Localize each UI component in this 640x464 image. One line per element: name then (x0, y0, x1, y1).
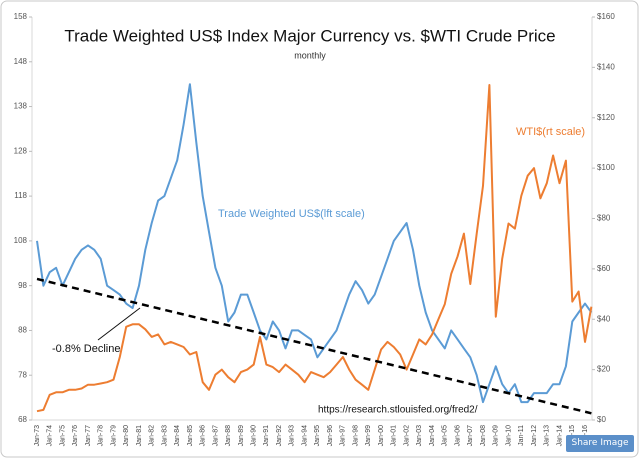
y-tick-label: 128 (14, 146, 28, 155)
x-tick-label: Jan-82 (149, 425, 156, 447)
x-tick-label: Jan-04 (429, 425, 436, 447)
y2-tick-label: $40 (597, 314, 611, 323)
x-tick-label: Jan-90 (250, 425, 257, 447)
y2-tick-label: $80 (597, 214, 611, 223)
x-tick-label: Jan-93 (289, 425, 296, 447)
x-tick-label: Jan-87 (212, 425, 219, 447)
y2-tick-label: $20 (597, 365, 611, 374)
x-tick-label: Jan-88 (225, 425, 232, 447)
x-tick-label: Jan-73 (34, 425, 41, 447)
x-tick-label: Jan-03 (416, 425, 423, 447)
trend-label: -0.8% Decline (52, 343, 120, 355)
x-tick-label: Jan-79 (110, 425, 117, 447)
y2-tick-label: $60 (597, 264, 611, 273)
y-tick-label: 68 (18, 415, 27, 424)
source: https://research.stlouisfed.org/fred2/ (318, 405, 478, 416)
y2-tick-label: $100 (597, 163, 615, 172)
y-tick-label: 138 (14, 102, 28, 111)
x-tick-label: Jan-81 (136, 425, 143, 447)
x-tick-label: Jan-02 (403, 425, 410, 447)
y-tick-label: 88 (18, 326, 27, 335)
x-tick-label: Jan-94 (301, 425, 308, 447)
x-tick-label: Jan-85 (187, 425, 194, 447)
x-tick-label: Jan-83 (161, 425, 168, 447)
x-tick-label: Jan-96 (327, 425, 334, 447)
x-tick-label: Jan-14 (556, 425, 563, 447)
chart-subtitle: monthly (294, 50, 326, 60)
x-tick-label: Jan-91 (263, 425, 270, 447)
x-tick-label: Jan-74 (47, 425, 54, 447)
series-label: WTI$(rt scale) (516, 126, 585, 138)
x-tick-label: Jan-84 (174, 425, 181, 447)
y2-tick-label: $120 (597, 113, 615, 122)
x-tick-label: Jan-95 (314, 425, 321, 447)
x-tick-label: Jan-92 (276, 425, 283, 447)
x-tick-label: Jan-86 (200, 425, 207, 447)
share-button[interactable]: Share Image (566, 435, 634, 452)
chart-title: Trade Weighted US$ Index Major Currency … (64, 26, 555, 45)
trend-arrow (97, 307, 141, 341)
y-tick-label: 118 (14, 191, 27, 200)
x-tick-label: Jan-01 (391, 425, 398, 447)
x-tick-label: Jan-13 (544, 425, 551, 447)
y-tick-label: 98 (18, 281, 27, 290)
y-tick-label: 108 (14, 236, 28, 245)
series-label: Trade Weighted US$(lft scale) (218, 208, 365, 220)
series-line (36, 83, 593, 404)
x-tick-label: Jan-97 (340, 425, 347, 447)
x-tick-label: Jan-78 (98, 425, 105, 447)
x-tick-label: Jan-12 (531, 425, 538, 447)
x-tick-label: Jan-98 (352, 425, 359, 447)
y2-tick-label: $140 (597, 62, 615, 71)
x-tick-label: Jan-89 (238, 425, 245, 447)
x-tick-label: Jan-75 (59, 425, 66, 447)
y-tick-label: 148 (14, 57, 28, 66)
x-tick-label: Jan-76 (72, 425, 79, 447)
x-tick-label: Jan-08 (480, 425, 487, 447)
x-tick-label: Jan-99 (365, 425, 372, 447)
x-tick-label: Jan-11 (518, 425, 525, 446)
series-line (36, 84, 593, 413)
x-tick-label: Jan-09 (493, 425, 500, 447)
x-tick-label: Jan-07 (467, 425, 474, 447)
x-tick-label: Jan-00 (378, 425, 385, 447)
x-tick-label: Jan-77 (85, 425, 92, 447)
x-tick-label: Jan-06 (454, 425, 461, 447)
y2-tick-label: $0 (597, 415, 606, 424)
x-tick-label: Jan-80 (123, 425, 130, 447)
x-tick-label: Jan-05 (442, 425, 449, 447)
y-tick-label: 158 (14, 12, 28, 21)
y2-tick-label: $160 (597, 12, 615, 21)
x-tick-label: Jan-10 (505, 425, 512, 447)
y-tick-label: 78 (18, 370, 27, 379)
